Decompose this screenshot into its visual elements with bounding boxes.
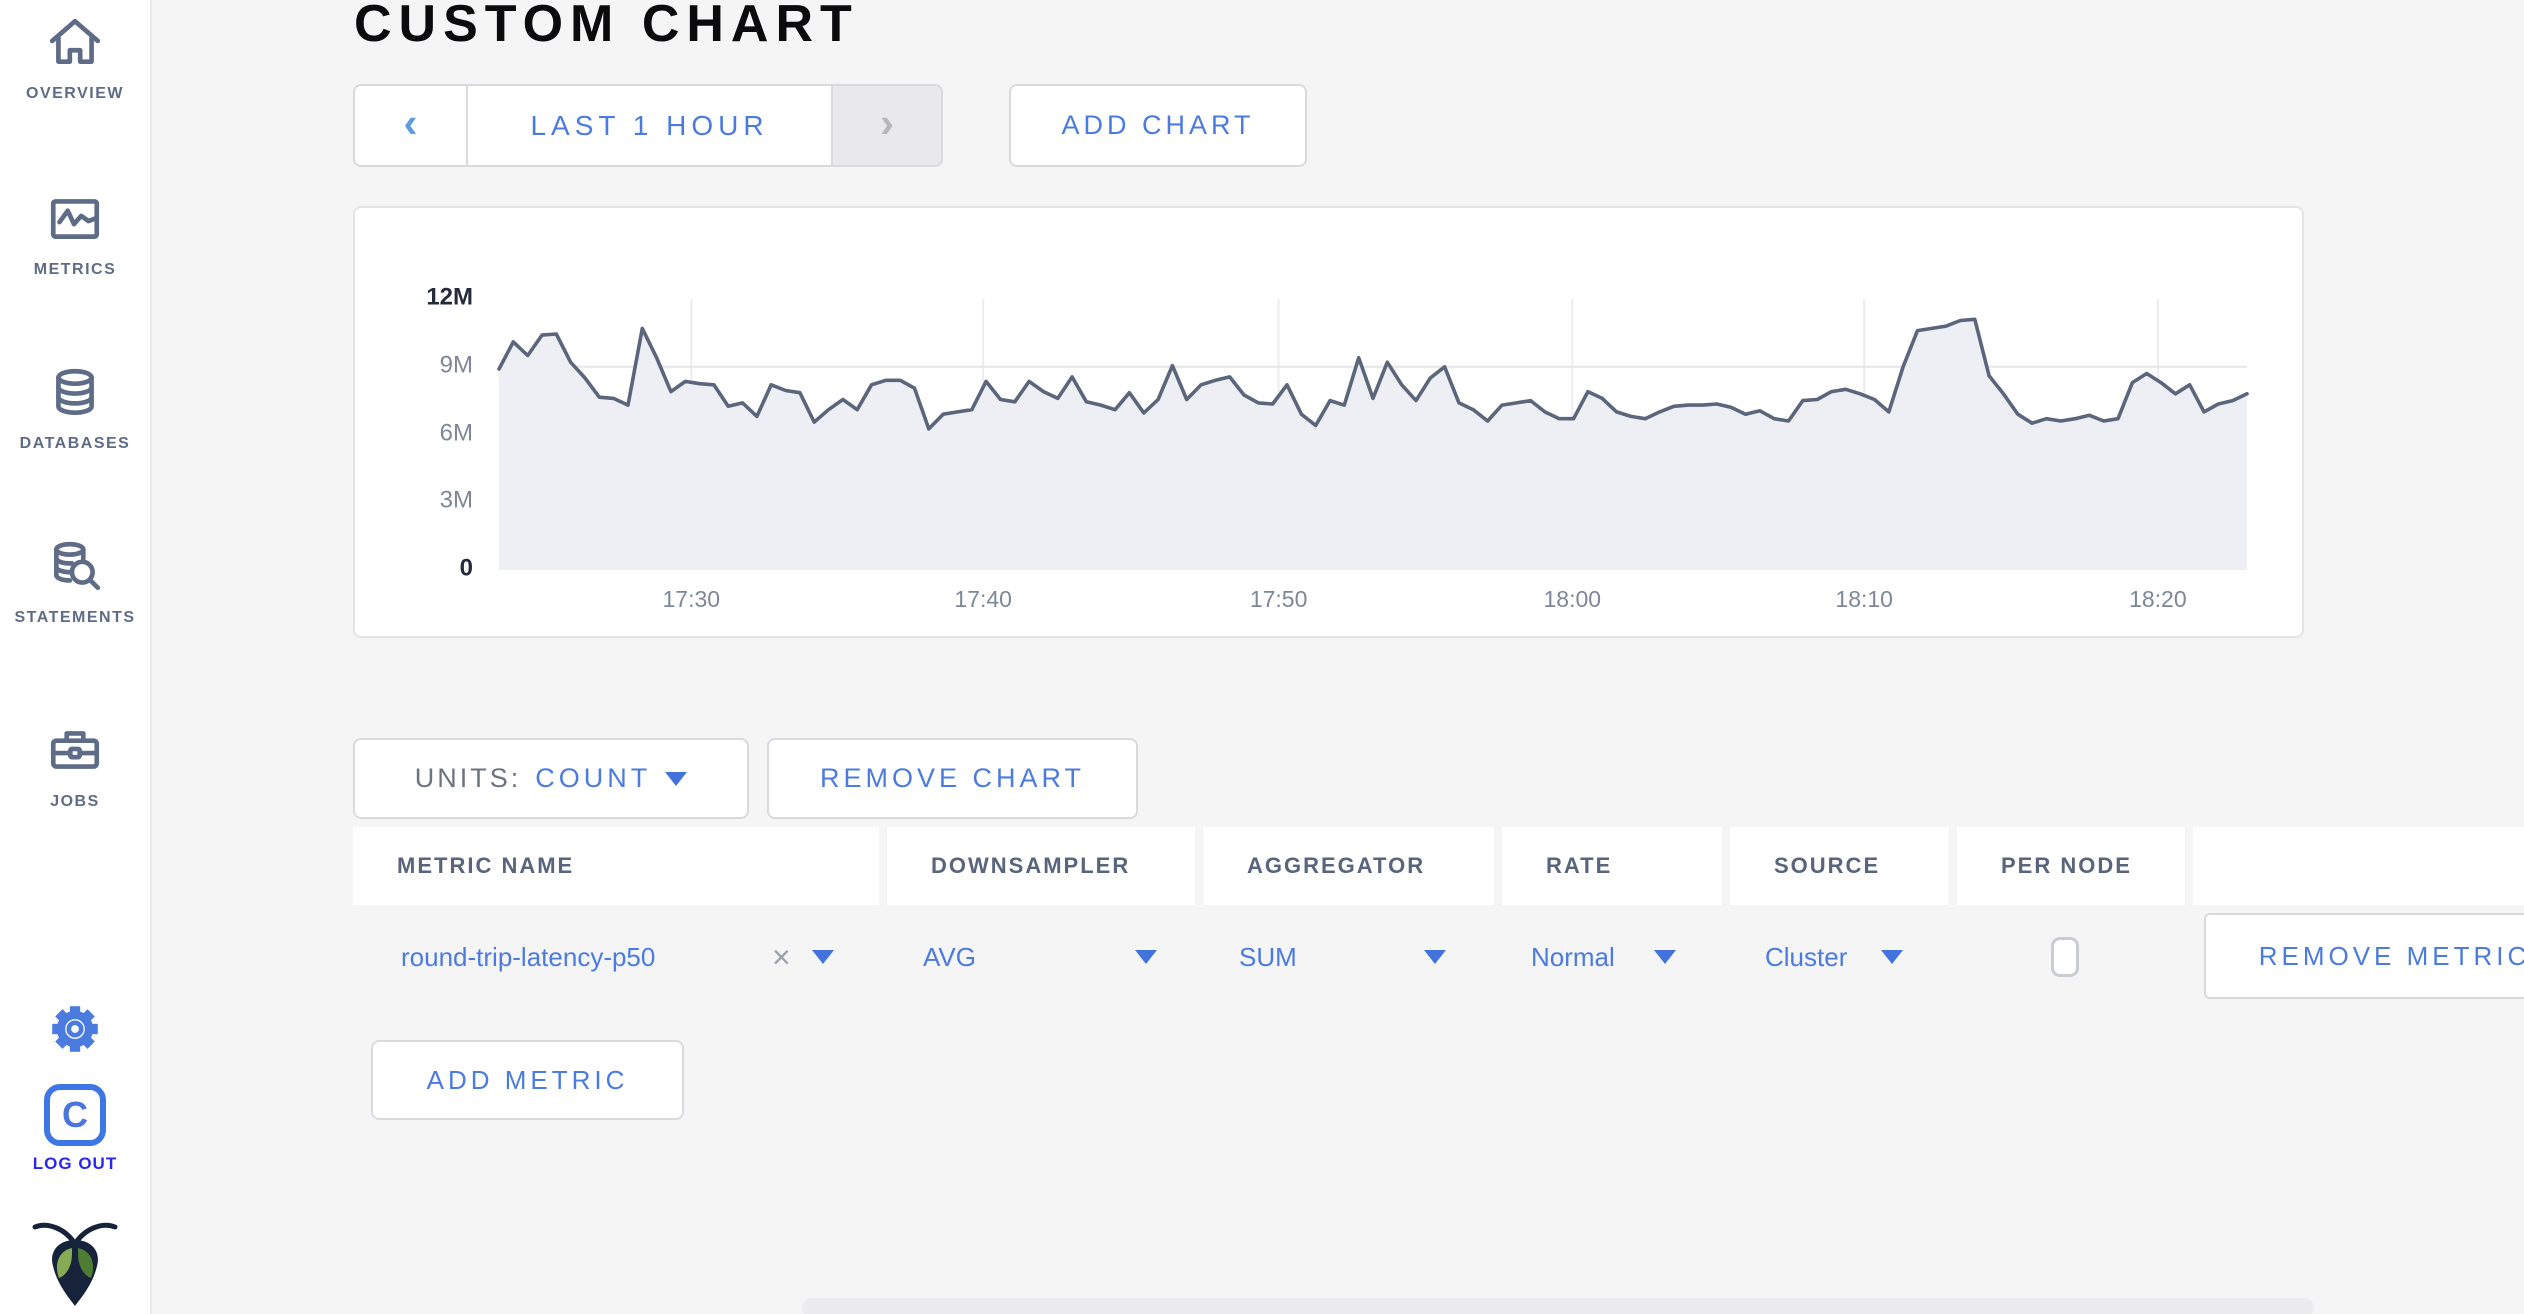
remove-chart-button[interactable]: REMOVE CHART: [767, 738, 1138, 819]
time-range-label: LAST 1 HOUR: [530, 109, 769, 141]
x-axis-tick-label: 17:50: [1249, 586, 1308, 612]
time-range-prev-button[interactable]: ‹: [355, 86, 468, 165]
sidebar-item-metrics[interactable]: METRICS: [0, 190, 150, 279]
downsampler-dropdown-caret[interactable]: [1135, 905, 1157, 1009]
sidebar-item-label: METRICS: [33, 261, 117, 278]
y-axis-tick-label: 12M: [426, 283, 473, 311]
aggregator-value[interactable]: SUM: [1239, 941, 1297, 972]
sidebar-item-label: JOBS: [50, 793, 100, 810]
time-range-dropdown[interactable]: LAST 1 HOUR: [468, 86, 831, 165]
y-axis-tick-label: 9M: [439, 351, 473, 379]
bottom-scrollbar-thumb[interactable]: [802, 1298, 2314, 1314]
column-header-metric-name: METRIC NAME: [353, 827, 879, 905]
aggregator-dropdown-caret[interactable]: [1424, 905, 1446, 1009]
x-axis-tick-label: 18:20: [2129, 586, 2187, 612]
chevron-left-icon: ‹: [403, 98, 418, 146]
database-icon: [56, 368, 94, 416]
downsampler-value[interactable]: AVG: [923, 941, 976, 972]
column-header-per-node: PER NODE: [1957, 827, 2185, 905]
clear-metric-icon[interactable]: ×: [772, 938, 791, 975]
cockroach-logo: [32, 1222, 118, 1306]
metric-name-dropdown-caret[interactable]: [812, 905, 834, 1009]
remove-metric-button[interactable]: REMOVE METRIC: [2204, 913, 2524, 999]
chart-y-axis-labels: 0 3M 6M 9M 12M: [383, 284, 483, 582]
source-value[interactable]: Cluster: [1765, 941, 1848, 972]
add-metric-button[interactable]: ADD METRIC: [371, 1040, 684, 1120]
column-header-source: SOURCE: [1730, 827, 1949, 905]
units-value: COUNT: [535, 763, 652, 793]
chart-card: 0 3M 6M 9M 12M 17:30 17:40 17:50 18:00 18:10 18:2…: [353, 206, 2304, 638]
column-header-actions: [2193, 827, 2524, 905]
metric-line-chart[interactable]: [497, 299, 2249, 570]
sidebar-item-statements[interactable]: STATEMENTS: [0, 538, 150, 627]
units-label: UNITS:: [414, 763, 522, 793]
time-range-next-button[interactable]: ›: [831, 86, 941, 165]
rate-dropdown-caret[interactable]: [1654, 905, 1676, 1009]
logout-label: LOG OUT: [32, 1154, 118, 1173]
column-header-downsampler: DOWNSAMPLER: [887, 827, 1195, 905]
metric-name-value[interactable]: round-trip-latency-p50: [401, 941, 656, 972]
main-content: CUSTOM CHART ‹ LAST 1 HOUR › ADD CHART 0…: [152, 0, 2524, 1314]
sidebar-logout[interactable]: C LOG OUT: [0, 1084, 150, 1174]
metrics-graph-icon: [50, 199, 100, 239]
sidebar: OVERVIEW METRICS DATABASES: [0, 0, 152, 1314]
x-axis-tick-label: 18:00: [1543, 586, 1602, 612]
column-header-aggregator: AGGREGATOR: [1203, 827, 1494, 905]
database-search-icon: [54, 541, 101, 591]
sidebar-logo: [0, 1218, 150, 1314]
source-dropdown-caret[interactable]: [1881, 905, 1903, 1009]
page-title: CUSTOM CHART: [354, 0, 859, 53]
sidebar-item-label: DATABASES: [19, 435, 131, 452]
per-node-checkbox[interactable]: [2051, 937, 2079, 977]
column-header-rate: RATE: [1502, 827, 1722, 905]
units-dropdown[interactable]: UNITS: COUNT: [353, 738, 749, 819]
cockroach-c-badge: C: [44, 1084, 106, 1146]
x-axis-tick-label: 17:30: [662, 586, 721, 612]
x-axis-tick-label: 18:10: [1835, 586, 1893, 612]
rate-value[interactable]: Normal: [1531, 941, 1615, 972]
time-range-selector: ‹ LAST 1 HOUR ›: [353, 84, 943, 167]
sidebar-item-jobs[interactable]: JOBS: [0, 722, 150, 811]
sidebar-item-databases[interactable]: DATABASES: [0, 364, 150, 453]
y-axis-tick-label: 3M: [439, 486, 473, 514]
x-axis-tick-label: 17:40: [954, 586, 1012, 612]
add-chart-button[interactable]: ADD CHART: [1009, 84, 1307, 167]
y-axis-tick-label: 6M: [439, 419, 473, 447]
briefcase-icon: [50, 731, 100, 769]
y-axis-tick-label: 0: [459, 554, 473, 582]
chevron-down-icon: [665, 771, 688, 786]
sidebar-settings[interactable]: [0, 1000, 150, 1063]
chart-x-axis-labels: 17:30 17:40 17:50 18:00 18:10 18:20: [499, 586, 2247, 620]
sidebar-item-label: OVERVIEW: [26, 85, 124, 102]
home-icon: [49, 18, 101, 64]
sidebar-item-overview[interactable]: OVERVIEW: [0, 14, 150, 103]
gear-icon: [52, 1006, 98, 1052]
chevron-right-icon: ›: [880, 98, 894, 146]
sidebar-item-label: STATEMENTS: [14, 609, 136, 626]
